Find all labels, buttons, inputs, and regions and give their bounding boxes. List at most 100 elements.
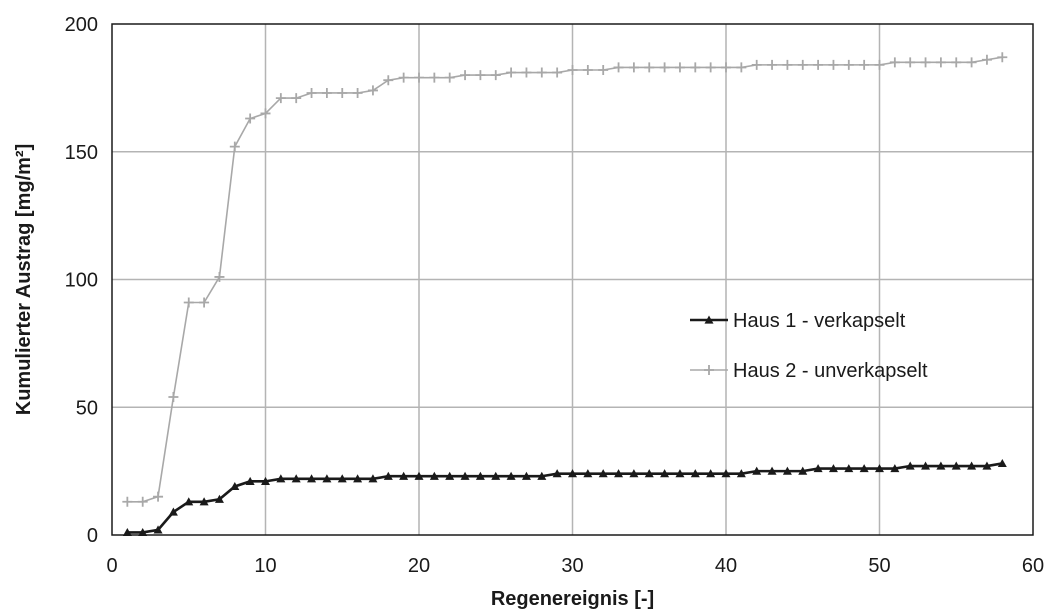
legend: Haus 1 - verkapselt Haus 2 - unverkapselt xyxy=(690,310,928,382)
data-point xyxy=(352,87,363,98)
data-point xyxy=(920,57,931,68)
data-point xyxy=(307,474,317,483)
data-point xyxy=(291,93,302,104)
data-point xyxy=(874,59,885,70)
data-point xyxy=(997,458,1007,468)
data-point xyxy=(613,62,624,73)
data-point xyxy=(521,67,532,78)
x-tick-label: 10 xyxy=(254,555,276,577)
data-point xyxy=(721,62,731,73)
data-point xyxy=(582,64,593,75)
data-point xyxy=(506,471,516,480)
x-tick-label: 40 xyxy=(715,555,737,577)
data-point xyxy=(137,496,148,507)
data-point xyxy=(506,67,517,78)
data-point xyxy=(690,62,701,73)
data-point xyxy=(475,471,485,480)
data-point xyxy=(168,392,179,403)
data-point xyxy=(199,297,210,308)
data-point xyxy=(659,62,670,73)
data-point xyxy=(491,471,501,480)
data-point xyxy=(429,72,440,83)
legend-label: Haus 2 - unverkapselt xyxy=(733,360,928,382)
data-point xyxy=(230,481,240,491)
y-axis-title: Kumulierter Austrag [mg/m²] xyxy=(13,144,35,416)
data-point xyxy=(214,271,225,282)
data-point xyxy=(306,87,317,98)
data-point xyxy=(782,59,793,70)
data-point xyxy=(291,474,301,483)
data-point xyxy=(261,476,270,485)
data-point xyxy=(614,469,624,478)
data-point xyxy=(859,59,870,70)
legend-label: Haus 1 - verkapselt xyxy=(733,310,906,332)
data-point xyxy=(229,141,240,152)
data-point xyxy=(644,62,655,73)
data-point xyxy=(889,57,900,68)
data-point xyxy=(828,464,838,473)
data-point xyxy=(905,57,916,68)
y-tick-label: 50 xyxy=(76,397,98,419)
data-point xyxy=(168,507,178,516)
data-point xyxy=(767,59,778,70)
data-point xyxy=(951,57,962,68)
series-1 xyxy=(122,458,1007,537)
data-point xyxy=(705,62,716,73)
data-point xyxy=(706,469,716,478)
data-point xyxy=(813,59,824,70)
data-point xyxy=(138,527,148,537)
data-point xyxy=(936,461,946,470)
data-point xyxy=(721,469,731,478)
data-point xyxy=(935,57,946,68)
series-group xyxy=(122,52,1008,537)
data-point xyxy=(475,70,486,81)
data-point xyxy=(736,62,747,73)
data-point xyxy=(921,461,931,470)
data-point xyxy=(629,469,639,478)
data-point xyxy=(751,59,762,70)
x-tick-label: 30 xyxy=(561,555,583,577)
data-point xyxy=(214,494,224,503)
data-point xyxy=(997,52,1008,63)
grid xyxy=(112,24,1033,535)
legend-entry: Haus 2 - unverkapselt xyxy=(690,360,928,382)
data-point xyxy=(429,471,439,480)
data-point xyxy=(444,72,455,83)
data-point xyxy=(813,464,823,473)
data-point xyxy=(184,497,194,506)
data-point xyxy=(828,59,839,70)
data-point xyxy=(797,59,808,70)
data-point xyxy=(536,67,547,78)
data-point xyxy=(353,474,363,483)
data-point xyxy=(153,491,164,502)
data-point xyxy=(460,471,470,480)
data-point xyxy=(675,469,685,478)
data-point xyxy=(245,113,256,124)
data-point xyxy=(752,466,762,475)
data-point xyxy=(798,466,808,475)
data-point xyxy=(567,64,578,75)
data-point xyxy=(183,297,194,308)
data-point xyxy=(368,474,378,483)
y-tick-label: 0 xyxy=(87,525,98,547)
data-point xyxy=(704,315,714,324)
data-point xyxy=(644,469,654,478)
data-point xyxy=(337,474,347,483)
data-point xyxy=(598,64,609,75)
tick-labels: 0 10 20 30 40 50 60 0 50 100 150 200 xyxy=(65,14,1045,577)
series-line xyxy=(127,56,1003,503)
data-point xyxy=(414,471,424,480)
data-point xyxy=(199,497,209,506)
data-point xyxy=(843,59,854,70)
data-point xyxy=(398,72,409,83)
series-line xyxy=(127,462,1003,534)
data-point xyxy=(552,469,562,478)
data-point xyxy=(951,461,961,470)
data-point xyxy=(367,85,378,96)
data-point xyxy=(460,70,471,81)
data-point xyxy=(660,469,670,478)
data-point xyxy=(321,87,332,98)
data-point xyxy=(276,474,286,483)
legend-entry: Haus 1 - verkapselt xyxy=(690,310,906,332)
